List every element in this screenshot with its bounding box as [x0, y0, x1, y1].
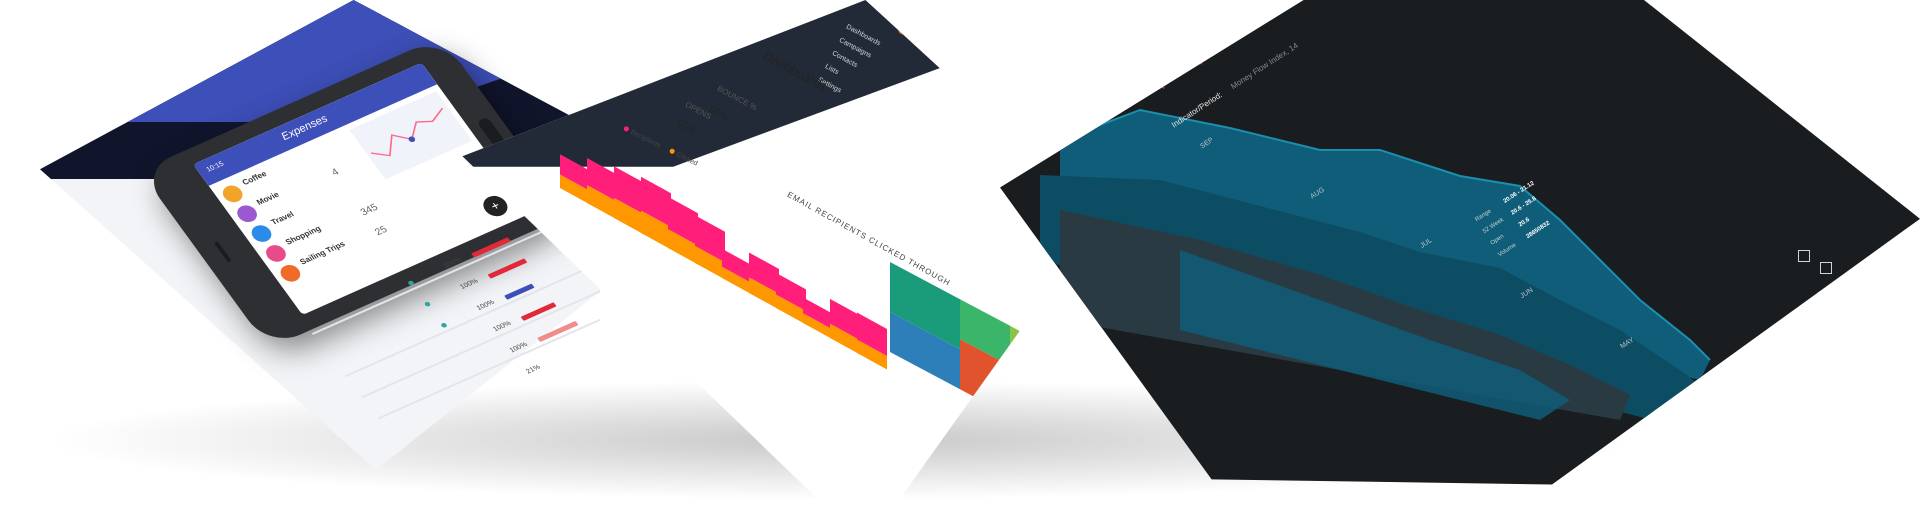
finance-panel: FINANCE EXMPL 20.6 Example Corporation (… [1000, 0, 1920, 521]
dashboards-surface: Dashboards Campaigns Contacts Lists Sett… [462, 0, 1070, 521]
recipients-bar[interactable] [830, 298, 860, 341]
clicked-bar[interactable] [803, 313, 833, 340]
current-price: 20.6 [1048, 60, 1111, 116]
recipients-bar[interactable] [560, 154, 590, 191]
finance-surface: FINANCE EXMPL 20.6 Example Corporation (… [1000, 0, 1920, 485]
clicked-bar[interactable] [749, 277, 779, 310]
recipients-bar-chart [560, 154, 887, 370]
expenses-line-chart [371, 107, 444, 157]
recipients-bar[interactable] [749, 252, 779, 294]
dashboards-panel: Dashboards Campaigns Contacts Lists Sett… [450, 0, 1070, 521]
result-dot [423, 301, 432, 308]
clicked-bar[interactable] [641, 210, 671, 250]
clicked-bar[interactable] [560, 174, 590, 205]
clicked-bar[interactable] [587, 185, 617, 220]
price-line [1059, 108, 1711, 361]
status-time: 10:15 [205, 160, 226, 174]
clicked-bar[interactable] [857, 339, 887, 370]
clicked-bar[interactable] [614, 197, 644, 235]
expense-amount: 25 [372, 224, 390, 238]
chart-point[interactable] [407, 136, 416, 143]
recipients-bar[interactable] [776, 272, 806, 311]
clicked-bar[interactable] [722, 266, 752, 295]
recipients-bar[interactable] [857, 312, 887, 357]
expenses-line [371, 107, 444, 157]
toolbar-icon[interactable] [1820, 262, 1832, 274]
recipients-bar[interactable] [722, 248, 752, 284]
result-dot [440, 322, 448, 329]
secondary-area [1180, 250, 1570, 420]
recipients-bar[interactable] [695, 215, 725, 263]
recipients-bar[interactable] [803, 297, 833, 330]
recipients-bar[interactable] [668, 196, 698, 246]
finance-app-title: FINANCE [1178, 0, 1253, 25]
recipients-bar[interactable] [641, 176, 671, 227]
phone-screen: 10:15 Expenses Coffee Movie [193, 62, 531, 315]
clicked-bar[interactable] [695, 245, 725, 280]
sailing-icon [276, 262, 304, 285]
shopping-icon [262, 242, 290, 265]
expenses-chart [349, 91, 473, 180]
expenses-title: Expenses [278, 113, 331, 143]
toolbar-icon[interactable] [1798, 250, 1810, 262]
expense-label: Coffee [240, 169, 269, 187]
finance-area-charts [1040, 108, 1720, 430]
ticker-symbol[interactable]: EXMPL 20.6 [1196, 2, 1244, 39]
clicked-bar[interactable] [668, 229, 698, 265]
toolbar-icon[interactable] [1835, 285, 1847, 297]
clicked-bar[interactable] [776, 294, 806, 325]
expense-amount: 345 [358, 202, 381, 219]
recipients-bar[interactable] [614, 166, 644, 215]
recipients-bar[interactable] [587, 158, 617, 202]
movie-icon [233, 202, 261, 225]
expense-amount: 4 [329, 167, 342, 179]
sidebar-item[interactable] [409, 25, 436, 28]
phone-mockup: 10:15 Expenses Coffee Movie [139, 36, 571, 349]
result-dot [407, 279, 415, 287]
coffee-icon [219, 182, 247, 205]
phone-speaker [213, 241, 232, 263]
travel-icon [247, 222, 276, 245]
usability-app-panel: Indigo My usability studies 10:15 E [40, 0, 600, 470]
clicked-bar[interactable] [830, 323, 860, 355]
